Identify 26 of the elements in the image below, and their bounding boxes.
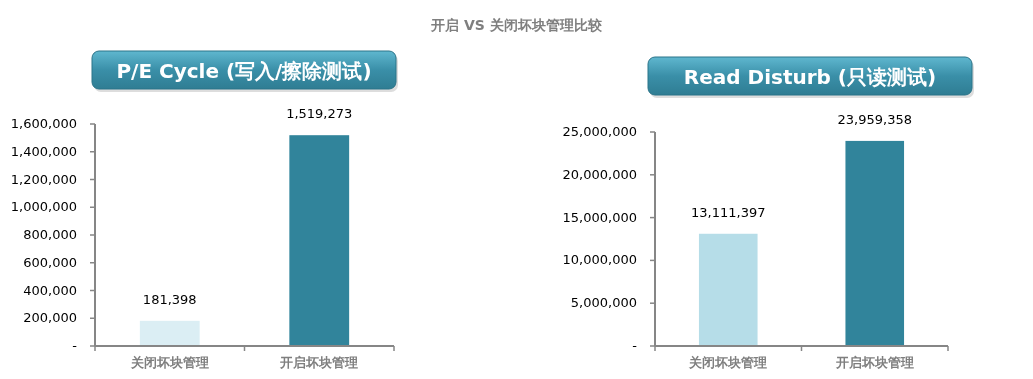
y-tick-label: 1,000,000: [10, 199, 77, 215]
data-label: 23,959,358: [837, 111, 912, 127]
y-tick-label: -: [72, 338, 78, 353]
y-tick-label: 1,200,000: [10, 171, 77, 187]
chart-title: Read Disturb (只读测试): [683, 65, 937, 89]
y-tick-label: 800,000: [23, 227, 77, 242]
y-tick-label: 15,000,000: [562, 209, 637, 225]
y-tick-label: 200,000: [23, 310, 77, 326]
y-tick-label: 600,000: [23, 254, 77, 270]
x-tick-label: 关闭坏块管理: [688, 355, 768, 370]
chart-title: P/E Cycle (写入/擦除测试): [116, 59, 372, 83]
data-label: 1,519,273: [286, 106, 353, 122]
y-tick-label: 5,000,000: [570, 295, 637, 311]
y-tick-label: -: [632, 338, 638, 353]
x-tick-label: 开启坏块管理: [834, 355, 914, 370]
data-label: 181,398: [142, 291, 197, 307]
y-tick-label: 400,000: [23, 282, 77, 298]
text: 开启 VS 关闭坏块管理比较: [430, 17, 603, 33]
y-tick-label: 1,400,000: [10, 143, 77, 159]
y-tick-label: 10,000,000: [562, 252, 637, 268]
y-tick-label: 1,600,000: [10, 116, 77, 131]
x-tick-label: 关闭坏块管理: [129, 355, 209, 370]
data-label: 13,111,397: [691, 204, 766, 220]
y-tick-label: 25,000,000: [562, 124, 637, 139]
y-tick-label: 20,000,000: [562, 166, 637, 182]
x-tick-label: 开启坏块管理: [279, 355, 359, 370]
